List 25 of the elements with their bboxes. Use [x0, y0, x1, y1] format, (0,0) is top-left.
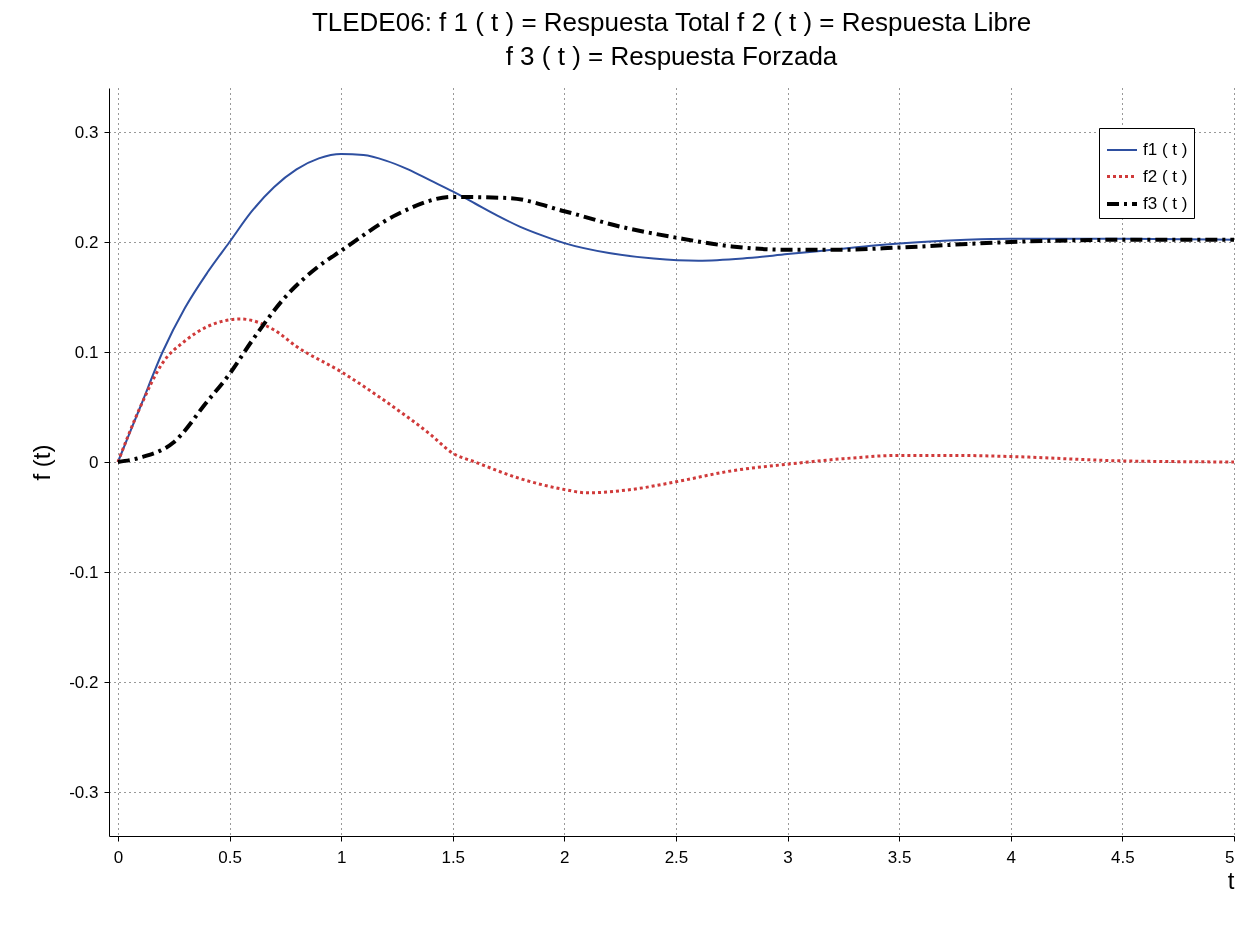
y-axis-title: f (t): [28, 444, 56, 481]
y-tick-label: -0.1: [69, 562, 99, 582]
x-tick-label: 4: [1006, 847, 1017, 867]
x-tick-label: 5: [1225, 847, 1235, 867]
x-tick-label: 2: [560, 847, 570, 867]
line-series: [116, 317, 1234, 495]
y-tick-label: 0: [89, 452, 99, 472]
legend-label: f1 ( t ): [1143, 140, 1188, 159]
legend-label: f2 ( t ): [1143, 166, 1188, 186]
x-tick-label: 1: [336, 847, 347, 867]
y-tick-label: -0.2: [69, 672, 99, 692]
x-tick-label: 0: [113, 847, 124, 867]
x-tick-label: 2.5: [664, 847, 689, 867]
x-tick-label: 3: [783, 847, 793, 867]
x-axis-title: t: [1227, 866, 1235, 894]
x-tick-label: 0.5: [218, 847, 242, 867]
legend-label: f3 ( t ): [1143, 194, 1188, 213]
chart-title: TLEDE06: f 1 ( t ) = Respuesta Total f 2 ( t ) = Respuesta Libre f 3 ( t ) = Respuesta Forzada: [311, 7, 1032, 71]
x-tick-label: 3.5: [887, 847, 912, 867]
y-tick-label: 0.3: [74, 122, 99, 142]
y-tick-label: 0.2: [74, 232, 99, 252]
y-tick-label: 0.1: [74, 342, 99, 362]
x-tick-label: 4.5: [1111, 847, 1135, 867]
x-tick-label: 1.5: [441, 847, 466, 867]
y-tick-label: -0.3: [69, 782, 99, 802]
